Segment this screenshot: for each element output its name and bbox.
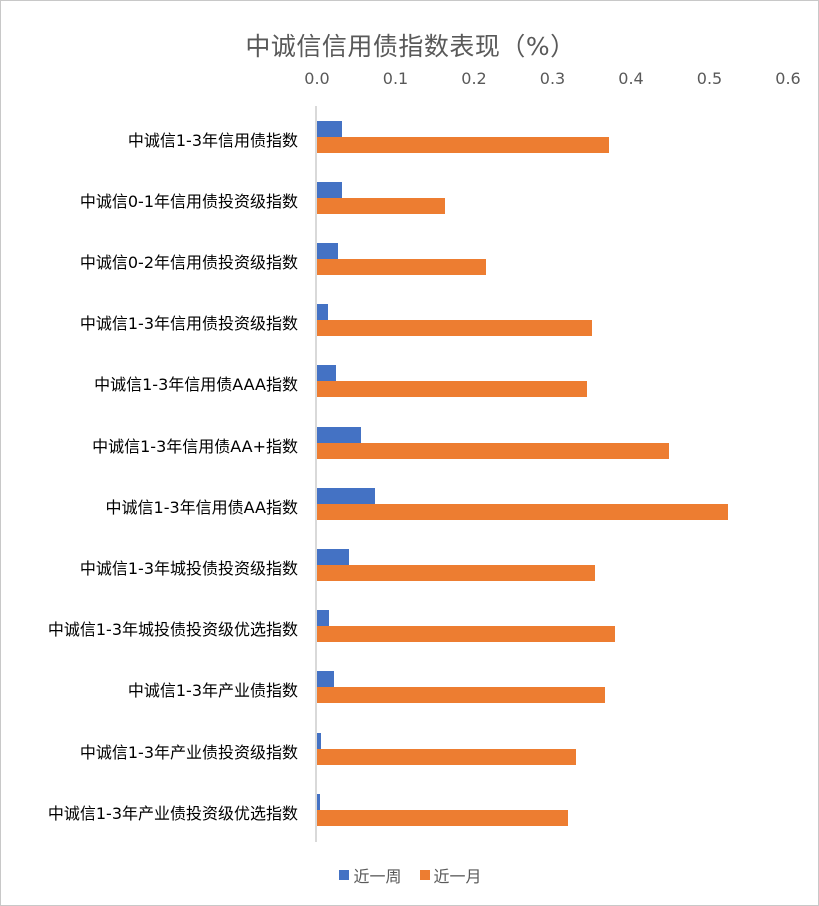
x-tick-label: 0.6 xyxy=(775,69,801,88)
bar-week xyxy=(317,304,328,321)
bar-month xyxy=(317,503,729,520)
legend-swatch-week xyxy=(339,870,350,880)
legend: 近一周 近一月 xyxy=(1,863,819,887)
category-label: 中诚信1-3年产业债投资级指数 xyxy=(79,742,298,762)
x-tick-label: 0.1 xyxy=(382,69,409,88)
bar-week xyxy=(317,610,329,627)
bar-week xyxy=(317,426,361,443)
chart-title: 中诚信信用债指数表现（%） xyxy=(245,32,576,61)
bar-month xyxy=(317,320,592,337)
legend-label-month: 近一月 xyxy=(433,867,482,886)
category-label: 中诚信1-3年产业债投资级优选指数 xyxy=(47,803,298,823)
bar-month xyxy=(317,259,486,275)
x-tick-label: 0.4 xyxy=(618,69,644,88)
bar-month xyxy=(317,136,610,153)
bar-month xyxy=(317,748,577,765)
category-axis-line xyxy=(315,106,317,842)
x-tick-label: 0.0 xyxy=(304,69,330,88)
category-label: 中诚信1-3年城投债投资级优选指数 xyxy=(47,620,298,640)
bar-month xyxy=(317,809,569,826)
legend-label-week: 近一周 xyxy=(353,867,402,886)
category-label: 中诚信1-3年信用债AA指数 xyxy=(105,497,298,517)
bar-week xyxy=(317,120,343,137)
category-label: 中诚信1-3年信用债AA+指数 xyxy=(92,436,298,456)
bar-week xyxy=(317,243,339,259)
bar-week xyxy=(317,487,376,504)
bar-week xyxy=(317,549,350,565)
bar-week xyxy=(317,671,335,688)
bar-week xyxy=(317,732,321,749)
legend-item-month: 近一月 xyxy=(419,863,482,887)
category-label: 中诚信1-3年信用债指数 xyxy=(127,130,298,150)
category-label: 中诚信1-3年信用债AAA指数 xyxy=(94,375,298,395)
category-label: 中诚信1-3年城投债投资级指数 xyxy=(79,559,298,578)
category-label: 中诚信0-2年信用债投资级指数 xyxy=(79,253,298,272)
bar-month xyxy=(317,442,669,459)
legend-swatch-month xyxy=(419,870,430,880)
bar-month xyxy=(317,565,595,581)
bar-week xyxy=(317,365,336,382)
bar-week xyxy=(317,181,343,198)
x-tick-label: 0.5 xyxy=(696,69,723,88)
category-label: 中诚信0-1年信用债投资级指数 xyxy=(79,191,298,211)
bar-month xyxy=(317,626,616,643)
bar-month xyxy=(317,381,588,398)
x-tick-label: 0.2 xyxy=(461,69,487,88)
bar-month xyxy=(317,687,606,704)
bar-month xyxy=(317,197,445,214)
bar-week xyxy=(317,793,321,810)
category-label: 中诚信1-3年产业债指数 xyxy=(127,681,298,701)
x-tick-label: 0.3 xyxy=(539,69,566,88)
category-label: 中诚信1-3年信用债投资级指数 xyxy=(79,314,298,334)
legend-item-week: 近一周 xyxy=(339,863,402,887)
